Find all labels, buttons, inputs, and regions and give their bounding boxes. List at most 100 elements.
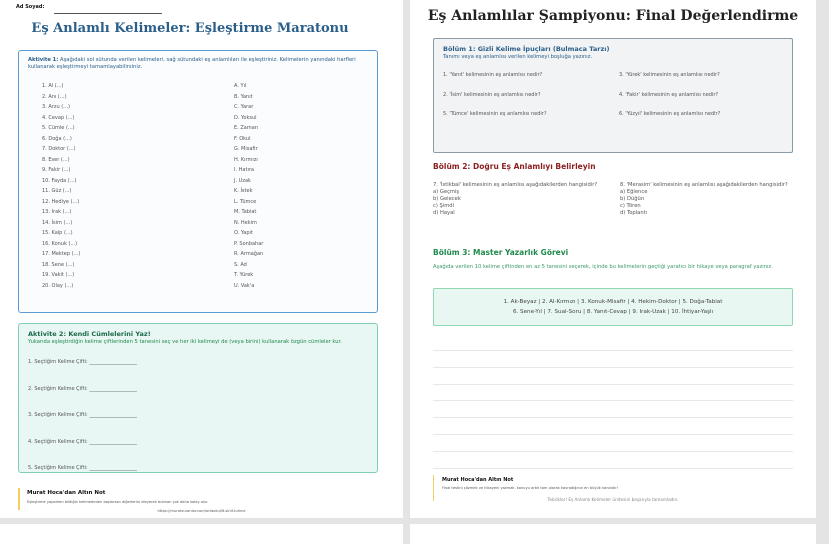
match-right-item: K. İstek bbox=[234, 188, 253, 194]
match-right-item: P. Sonbahar bbox=[234, 240, 264, 247]
writing-line[interactable] bbox=[433, 350, 793, 351]
match-left-item: 16. Konuk (...) bbox=[42, 240, 78, 247]
answer-option[interactable]: c) Tören bbox=[620, 203, 641, 209]
clue-question: 4. 'Fakir' kelimesinin eş anlamlısı nedi… bbox=[619, 91, 719, 98]
section-1-box: Bölüm 1: Gizli Kelime İpuçları (Bulmaca … bbox=[433, 38, 793, 153]
clue-question: 6. 'Yüzyıl' kelimesinin eş anlamlısı ned… bbox=[619, 111, 721, 117]
page-title: Eş Anlamlı Kelimeler: Eşleştirme Maraton… bbox=[31, 21, 349, 36]
activity-1-text: Aşağıdaki sol sütunda verilen kelimeleri… bbox=[28, 57, 356, 70]
answer-option[interactable]: a) Geçmiş bbox=[433, 189, 460, 195]
match-right-item: U. Vak'a bbox=[234, 282, 255, 289]
activity-2-title: Aktivite 2: Kendi Cümlelerini Yaz! bbox=[28, 330, 151, 338]
match-right-item: S. Ad bbox=[234, 261, 247, 268]
left-column: 1. Al (...) 2. Anı (...) 3. Arzu (...) 4. C… bbox=[42, 83, 80, 293]
worksheet-page-1: Ad Soyad: Eş Anlamlı Kelimeler: Eşleştir… bbox=[0, 0, 403, 518]
writing-line[interactable] bbox=[433, 383, 793, 385]
word-pairs-line-1: 1. Ak-Beyaz | 2. Al-Kırmızı | 3. Konuk-M… bbox=[503, 299, 723, 305]
match-left-item: 14. İsim (...) bbox=[42, 219, 73, 226]
activity-2-text: Yukarıda eşleştirdiğin kelime çiftlerind… bbox=[28, 339, 342, 345]
next-page-2 bbox=[410, 524, 816, 544]
writing-line[interactable] bbox=[433, 467, 793, 469]
answer-option[interactable]: b) Düğün bbox=[620, 196, 645, 202]
activity-1-instructions: Aktivite 1: Aşağıdaki sol sütunda verile… bbox=[28, 57, 358, 71]
writing-line[interactable] bbox=[433, 417, 793, 419]
activity-2-box: Aktivite 2: Kendi Cümlelerini Yaz! Yukar… bbox=[18, 323, 378, 473]
section-1-subtitle: Tanımı veya eş anlamlısı verilen kelimey… bbox=[443, 54, 593, 60]
match-right-item: B. Yanıt bbox=[234, 93, 253, 100]
writing-line[interactable] bbox=[433, 400, 793, 402]
match-left-item: 7. Doktor (...) bbox=[42, 146, 76, 152]
match-right-item: O. Yapıt bbox=[234, 230, 253, 236]
match-right-item: I. Hatıra bbox=[234, 167, 254, 173]
match-left-item: 13. Irak (...) bbox=[42, 209, 72, 215]
match-right-item: H. Kırmızı bbox=[234, 156, 258, 163]
match-right-item: G. Misafir bbox=[234, 146, 258, 152]
section-2-title: Bölüm 2: Doğru Eş Anlamlıyı Belirleyin bbox=[433, 162, 596, 171]
activity-1-box: Aktivite 1: Aşağıdaki sol sütunda verile… bbox=[18, 50, 378, 313]
match-right-item: T. Yürek bbox=[234, 272, 254, 278]
clue-question: 3. 'Yürek' kelimesinin eş anlamlısı nedi… bbox=[619, 72, 720, 78]
clue-question: 1. 'Yanıt' kelimesinin eş anlamlısı nedi… bbox=[443, 72, 543, 78]
sentence-prompt[interactable]: 1. Seçtiğim Kelime Çifti: ______________… bbox=[28, 359, 137, 365]
match-left-item: 18. Sene (...) bbox=[42, 261, 75, 268]
source-link[interactable]: https://muratvuranlar.com/ortaokul/6-sin… bbox=[157, 509, 246, 513]
match-left-item: 8. Eser (...) bbox=[42, 156, 70, 163]
match-right-item: L. Tümce bbox=[234, 198, 257, 205]
section-3-title: Bölüm 3: Master Yazarlık Görevi bbox=[433, 248, 569, 257]
name-label: Ad Soyad: bbox=[16, 4, 45, 10]
match-right-item: J. Uzak bbox=[234, 177, 251, 184]
match-right-item: A. Yıl bbox=[234, 83, 247, 89]
match-left-item: 6. Doğa (...) bbox=[42, 135, 72, 142]
note-bar bbox=[18, 488, 20, 510]
name-line[interactable] bbox=[54, 13, 162, 14]
match-left-item: 10. Fayda (...) bbox=[42, 177, 77, 184]
word-pairs-box: 1. Ak-Beyaz | 2. Al-Kırmızı | 3. Konuk-M… bbox=[433, 288, 793, 326]
question-8-text: 8. 'Merasim' kelimesinin eş anlamlısı aş… bbox=[620, 182, 788, 188]
note-title: Murat Hoca'dan Altın Not bbox=[27, 490, 106, 496]
note-title-2: Murat Hoca'dan Altın Not bbox=[442, 477, 514, 483]
match-right-item: N. Hekim bbox=[234, 219, 257, 226]
worksheet-page-2: Eş Anlamlılar Şampiyonu: Final Değerlend… bbox=[410, 0, 816, 518]
match-left-item: 3. Arzu (...) bbox=[42, 104, 70, 110]
writing-line[interactable] bbox=[433, 450, 793, 452]
page-title-2: Eş Anlamlılar Şampiyonu: Final Değerlend… bbox=[427, 8, 799, 24]
writing-line[interactable] bbox=[433, 434, 793, 435]
writing-line[interactable] bbox=[433, 366, 793, 368]
word-pairs-line-2: 6. Sene-Yıl | 7. Sual-Soru | 8. Yanıt-Ce… bbox=[512, 309, 714, 315]
match-left-item: 15. Kalp (...) bbox=[42, 230, 73, 236]
question-7: 7. 'İstikbal' kelimesinin eş anlamlısı a… bbox=[433, 182, 613, 217]
sentence-prompt[interactable]: 3. Seçtiğim Kelime Çifti: ______________… bbox=[28, 412, 137, 418]
clue-question: 2. 'İsim' kelimesinin eş anlamlısı nedir… bbox=[443, 91, 541, 98]
match-left-item: 9. Fakir (...) bbox=[42, 167, 71, 173]
match-right-item: D. Yoksul bbox=[234, 114, 257, 121]
match-right-item: M. Tabiat bbox=[234, 209, 257, 215]
answer-option[interactable]: c) Şimdi bbox=[433, 203, 455, 209]
match-right-item: E. Zaman bbox=[234, 125, 258, 131]
match-left-item: 1. Al (...) bbox=[42, 83, 64, 89]
answer-option[interactable]: d) Hayal bbox=[433, 210, 455, 216]
right-column: A. Yıl B. Yanıt C. Yarar D. Yoksul E. Zaman F… bbox=[234, 83, 263, 293]
note-text: Eşleştirme yaparken bildiğin kelimelerde… bbox=[27, 500, 209, 504]
section-1-title: Bölüm 1: Gizli Kelime İpuçları (Bulmaca … bbox=[443, 45, 610, 53]
question-7-text: 7. 'İstikbal' kelimesinin eş anlamlısı a… bbox=[433, 182, 598, 188]
question-8: 8. 'Merasim' kelimesinin eş anlamlısı aş… bbox=[620, 182, 800, 217]
match-left-item: 19. Vakit (...) bbox=[42, 272, 75, 278]
match-right-item: F. Okul bbox=[234, 135, 251, 142]
match-left-item: 2. Anı (...) bbox=[42, 93, 67, 100]
match-left-item: 20. Olay (...) bbox=[42, 282, 74, 289]
sentence-prompt[interactable]: 4. Seçtiğim Kelime Çifti: ______________… bbox=[28, 438, 137, 445]
sentence-prompt[interactable]: 2. Seçtiğim Kelime Çifti: ______________… bbox=[28, 385, 137, 392]
match-left-item: 4. Cevap (...) bbox=[42, 114, 75, 121]
answer-option[interactable]: b) Gelecek bbox=[433, 196, 461, 202]
match-left-item: 5. Cümle (...) bbox=[42, 125, 75, 131]
match-left-item: 12. Hediye (...) bbox=[42, 198, 80, 205]
match-left-item: 11. Güz (...) bbox=[42, 188, 72, 194]
match-left-item: 17. Mektep (...) bbox=[42, 251, 81, 257]
answer-option[interactable]: a) Eğlence bbox=[620, 189, 648, 195]
match-right-item: R. Armağan bbox=[234, 251, 264, 257]
closing-message: Tebrikler! Eş Anlamlı Kelimeler ünitesin… bbox=[547, 497, 679, 502]
sentence-prompt[interactable]: 5. Seçtiğim Kelime Çifti: ______________… bbox=[28, 465, 137, 471]
answer-option[interactable]: d) Toplantı bbox=[620, 210, 648, 216]
next-page-1 bbox=[0, 524, 403, 544]
match-right-item: C. Yarar bbox=[234, 104, 254, 110]
